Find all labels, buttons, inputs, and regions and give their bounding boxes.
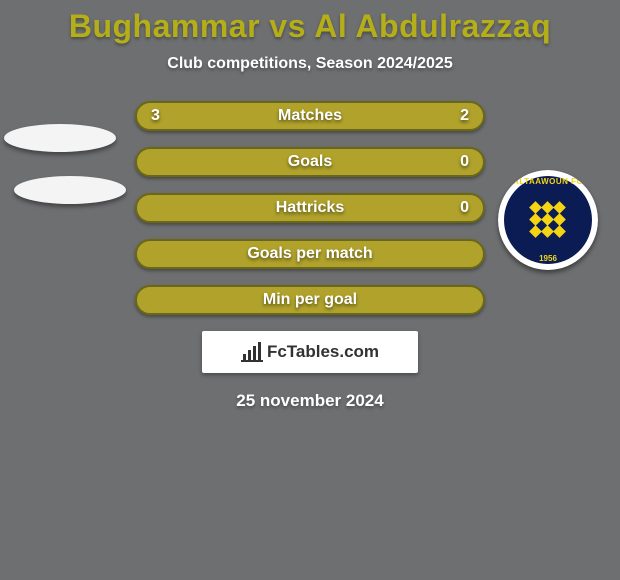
generation-date: 25 november 2024 [0,391,620,411]
crest-bottom-text: 1956 [539,254,557,263]
attribution-card: FcTables.com [202,331,418,373]
crest-top-text: ALTAAWOUN FC [513,177,583,186]
stat-left-value: 3 [151,103,160,129]
stat-right-value: 2 [460,103,469,129]
stat-row-min-per-goal: Min per goal [135,285,485,315]
page-title: Bughammar vs Al Abdulrazzaq [0,0,620,45]
stat-row-hattricks: Hattricks 0 [135,193,485,223]
comparison-infographic: Bughammar vs Al Abdulrazzaq Club competi… [0,0,620,580]
page-subtitle: Club competitions, Season 2024/2025 [0,55,620,73]
stat-label: Goals per match [247,245,372,263]
stat-row-goals-per-match: Goals per match [135,239,485,269]
stat-label: Min per goal [263,291,357,309]
crest-center [516,188,580,252]
player-left-placeholder-2 [14,176,126,204]
stat-right-value: 0 [460,195,469,221]
stat-right-value: 0 [460,149,469,175]
stat-row-goals: Goals 0 [135,147,485,177]
stat-rows: 3 Matches 2 Goals 0 Hattricks 0 Goals pe… [135,101,485,315]
stat-label: Matches [278,107,342,125]
club-crest: ALTAAWOUN FC 1956 [498,170,598,270]
bars-icon [241,342,263,362]
crest-ball-icon [531,203,565,237]
stat-label: Hattricks [276,199,344,217]
player-left-placeholder-1 [4,124,116,152]
stat-label: Goals [288,153,332,171]
stat-row-matches: 3 Matches 2 [135,101,485,131]
attribution-text: FcTables.com [267,342,379,362]
